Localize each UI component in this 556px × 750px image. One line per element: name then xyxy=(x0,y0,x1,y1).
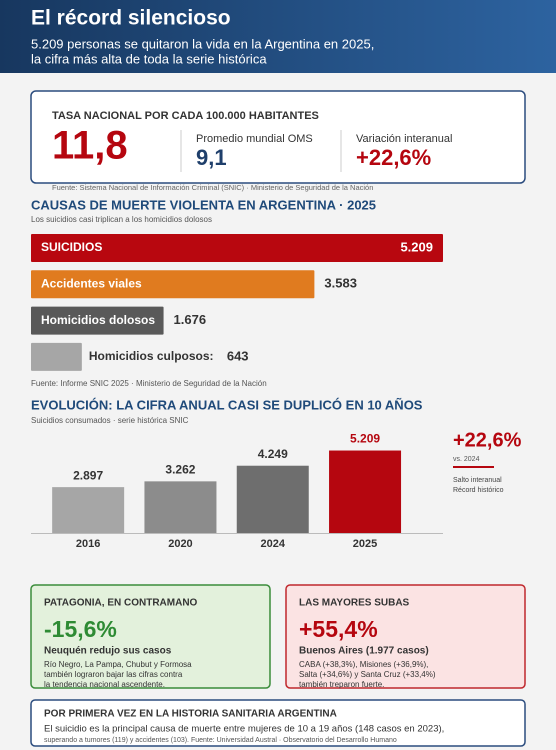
value-label: 5.209 xyxy=(400,239,433,254)
bar xyxy=(31,306,164,335)
source: Fuente: Sistema Nacional de Información … xyxy=(52,183,373,192)
card-line: la tendencia nacional ascendente. xyxy=(44,680,165,689)
kpi-item-value: 9,1 xyxy=(196,145,227,170)
x-tick-label: 2020 xyxy=(168,538,192,550)
card-line: también treparon fuerte. xyxy=(299,680,384,689)
card-title: PATAGONIA, EN CONTRAMANO xyxy=(44,598,198,609)
subtitle: la cifra más alta de toda la serie histó… xyxy=(31,51,267,66)
kpi-item-label: Promedio mundial OMS xyxy=(196,133,313,145)
card xyxy=(285,584,526,689)
bar-label: Homicidios dolosos xyxy=(41,313,155,327)
header-bg xyxy=(0,0,556,73)
bar xyxy=(144,481,217,533)
annotation-note: vs. 2024 xyxy=(453,456,480,463)
kpi-label: TASA NACIONAL POR CADA 100.000 HABITANTE… xyxy=(52,110,319,122)
card-line: Salta (+34,6%) y Santa Cruz (+33,4%) xyxy=(299,670,436,679)
card-value: +55,4% xyxy=(299,616,378,642)
value-label: 5.209 xyxy=(350,432,380,446)
value-label: 4.249 xyxy=(258,447,288,461)
bar xyxy=(236,465,309,533)
annotation-line: Salto interanual xyxy=(453,477,502,484)
title: El récord silencioso xyxy=(31,7,231,30)
bar-label: Homicidios culposos: xyxy=(89,349,214,363)
footer-title: POR PRIMERA VEZ EN LA HISTORIA SANITARIA… xyxy=(44,709,337,720)
kpi-main: 11,8 xyxy=(52,124,128,168)
card xyxy=(30,584,271,689)
card-title: LAS MAYORES SUBAS xyxy=(299,598,410,609)
kpi-item-value: +22,6% xyxy=(356,145,431,170)
value-label: 3.262 xyxy=(165,463,195,477)
card-headline: Buenos Aires (1.977 casos) xyxy=(299,646,429,657)
x-tick-label: 2024 xyxy=(261,538,286,550)
bar-label: Accidentes viales xyxy=(41,276,142,290)
bar xyxy=(52,487,125,533)
bar-label: SUICIDIOS xyxy=(41,240,102,254)
annotation-line: Récord histórico xyxy=(453,487,504,494)
footer-box xyxy=(30,699,526,747)
kpi-box xyxy=(30,90,526,184)
bar xyxy=(31,270,315,299)
source: Fuente: Informe SNIC 2025 · Ministerio d… xyxy=(31,379,267,388)
section-subtitle: Los suicidios casi triplican a los homic… xyxy=(31,215,212,224)
card-value: -15,6% xyxy=(44,616,117,642)
value-label: 2.897 xyxy=(73,468,103,482)
section-subtitle: Suicidios consumados · serie histórica S… xyxy=(31,416,189,425)
value-label: 1.676 xyxy=(174,312,207,327)
card-line: CABA (+38,3%), Misiones (+36,9%), xyxy=(299,660,428,669)
x-tick-label: 2025 xyxy=(353,538,377,550)
footer-text: El suicidio es la principal causa de mue… xyxy=(44,724,444,735)
bar xyxy=(31,234,443,262)
value-label: 643 xyxy=(227,348,249,363)
x-tick-label: 2016 xyxy=(76,538,100,550)
bar xyxy=(329,450,402,533)
kpi-item-label: Variación interanual xyxy=(356,133,452,145)
annotation-value: +22,6% xyxy=(453,429,522,451)
bar xyxy=(31,342,82,371)
section-title: CAUSAS DE MUERTE VIOLENTA EN ARGENTINA ·… xyxy=(31,197,376,212)
card-line: también lograron bajar las cifras contra xyxy=(44,670,183,679)
subtitle: 5.209 personas se quitaron la vida en la… xyxy=(31,36,374,51)
card-line: Río Negro, La Pampa, Chubut y Formosa xyxy=(44,660,192,669)
footer-note: superando a tumores (119) y accidentes (… xyxy=(44,737,397,744)
card-headline: Neuquén redujo sus casos xyxy=(44,646,172,657)
value-label: 3.583 xyxy=(324,276,357,291)
section-title: EVOLUCIÓN: LA CIFRA ANUAL CASI SE DUPLIC… xyxy=(31,397,423,412)
